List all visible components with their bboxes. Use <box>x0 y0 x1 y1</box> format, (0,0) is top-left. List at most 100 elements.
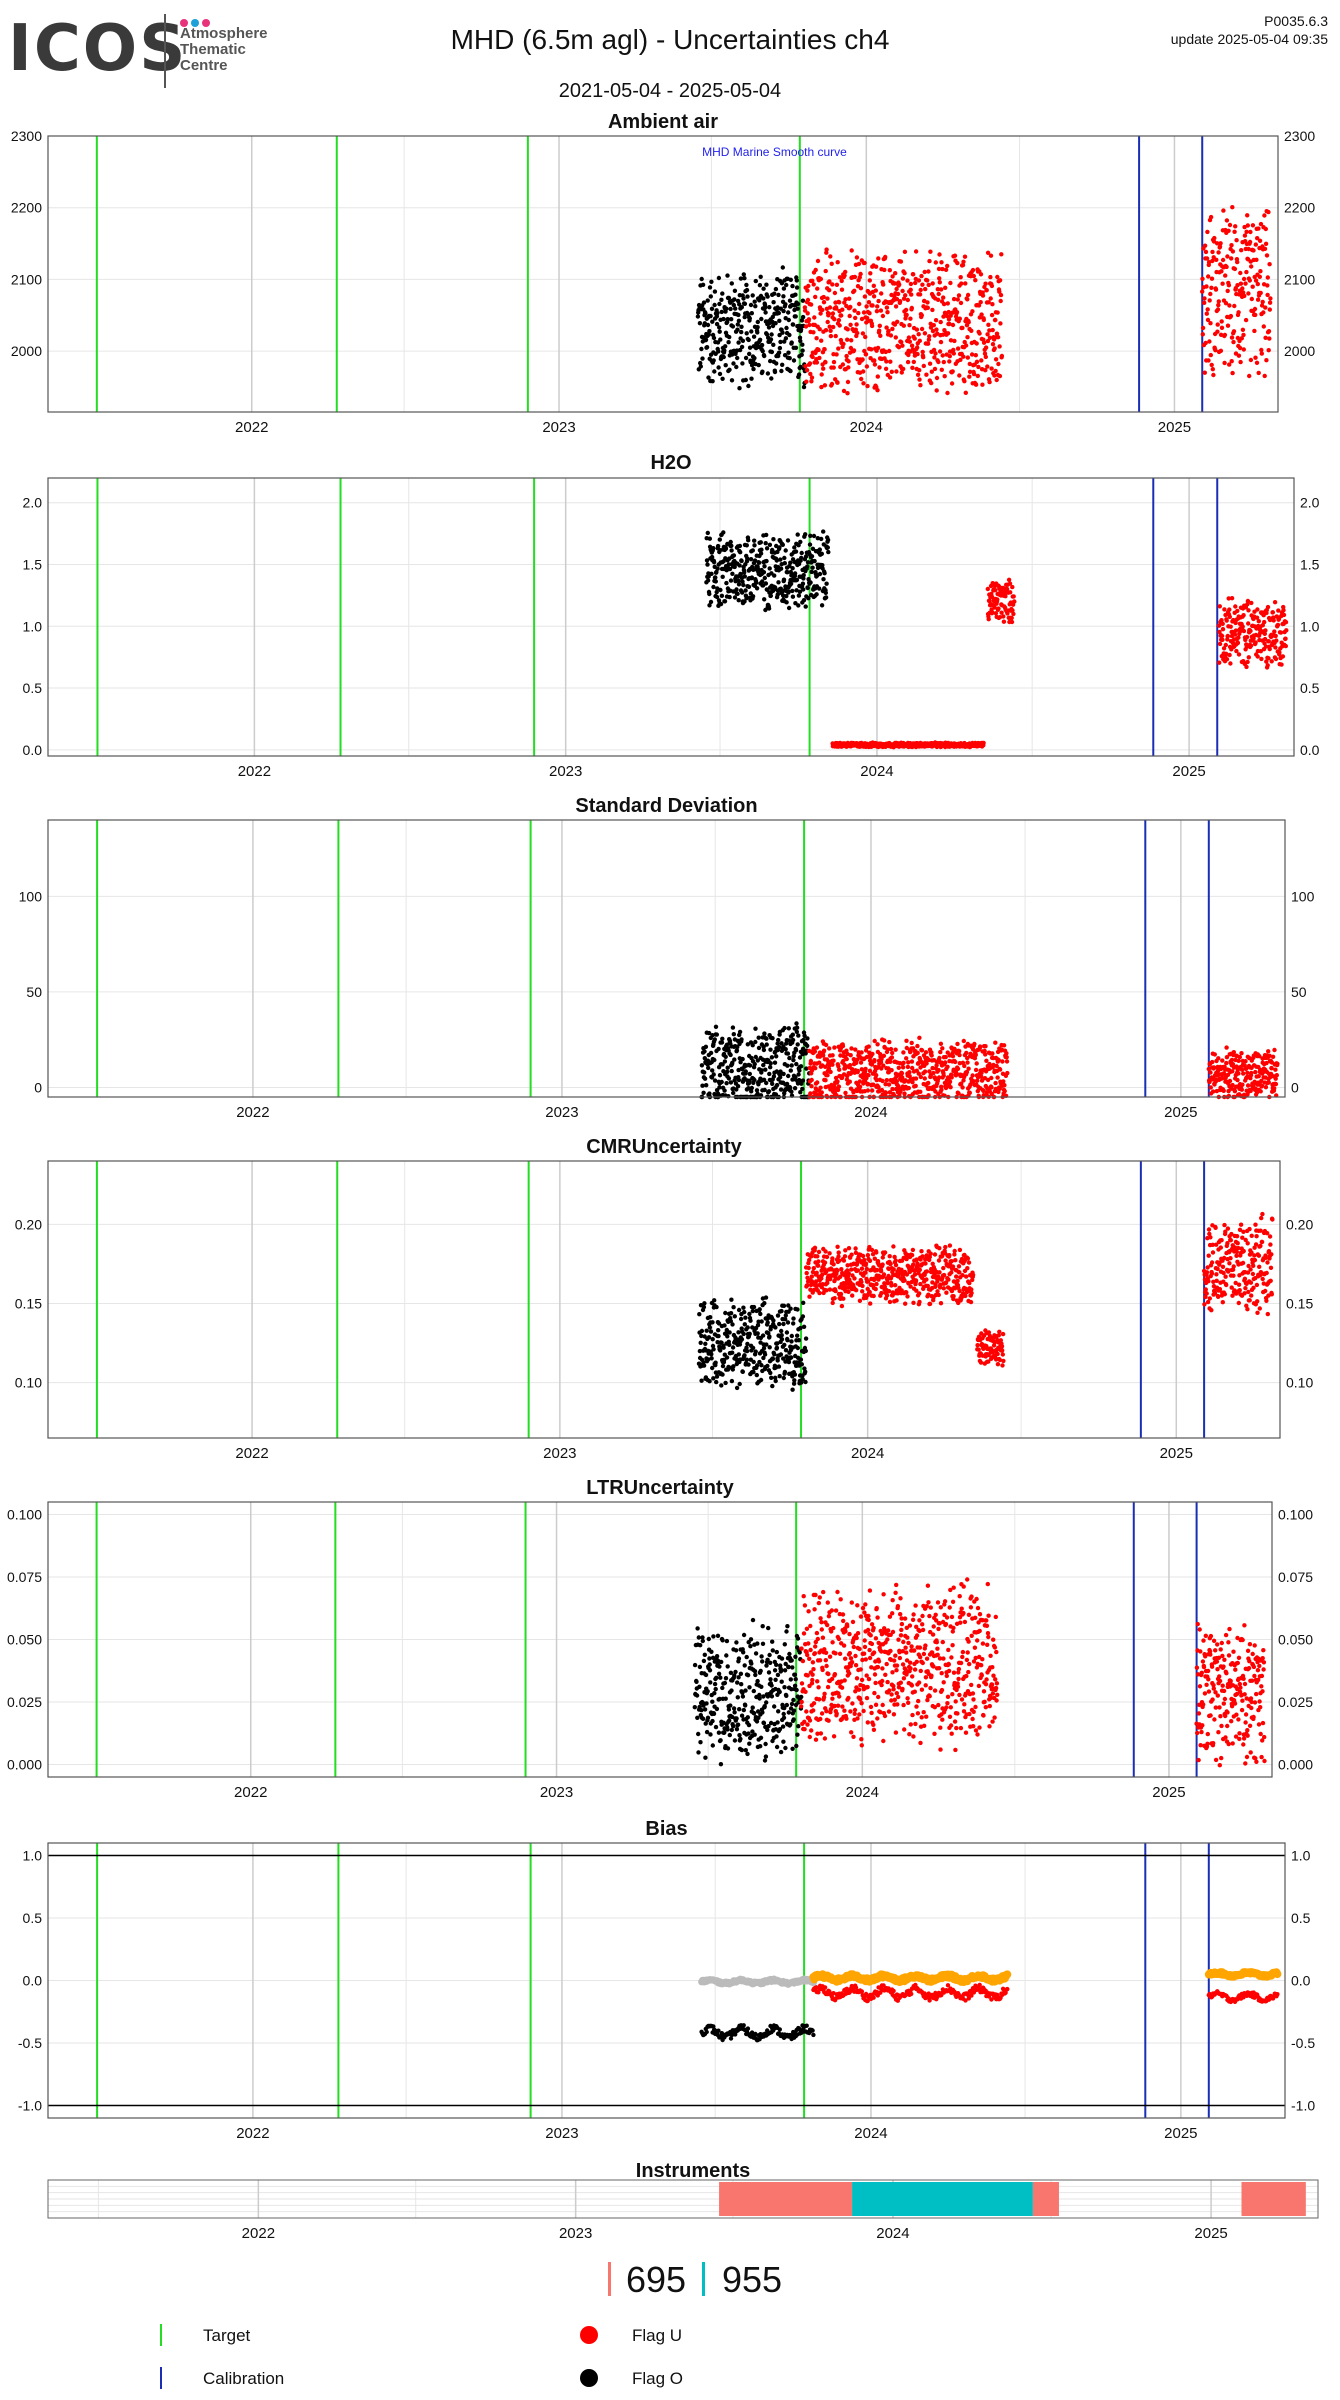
data-point-flag-u <box>925 300 930 305</box>
data-point-flag-u <box>827 1251 832 1256</box>
data-point-flag-u <box>902 271 907 276</box>
data-point-flag-u <box>832 1045 837 1050</box>
data-point-flag-o <box>805 560 811 565</box>
data-point-flag-u <box>922 331 928 336</box>
data-point-flag-o <box>786 1026 791 1031</box>
data-point-flag-u <box>872 1038 877 1044</box>
data-point-flag-u <box>1283 643 1289 649</box>
data-point-flag-o <box>726 1094 731 1099</box>
data-point-flag-o <box>796 593 802 598</box>
data-point-flag-u <box>1004 1055 1009 1060</box>
data-point-flag-u <box>1223 273 1228 278</box>
data-point-flag-o <box>738 1316 744 1322</box>
data-point-flag-u <box>969 352 975 357</box>
data-point-flag-u <box>961 259 966 264</box>
data-point-flag-o <box>798 1064 804 1069</box>
data-point-flag-u <box>900 343 905 348</box>
data-point-flag-u <box>880 1078 885 1084</box>
data-point-flag-u <box>871 1293 876 1299</box>
data-point-flag-u <box>819 338 824 343</box>
data-point-flag-o <box>759 342 765 348</box>
data-point-flag-u <box>970 1073 975 1078</box>
data-point-flag-o <box>790 322 796 327</box>
data-point-flag-o <box>788 1306 793 1311</box>
data-point-flag-o <box>805 1043 810 1049</box>
data-point-flag-o <box>728 1052 733 1058</box>
data-point-flag-u <box>869 347 874 352</box>
data-point-flag-u <box>882 267 887 273</box>
data-point-flag-u <box>983 368 988 373</box>
data-point-flag-u <box>936 1067 941 1073</box>
data-point-flag-o <box>782 1025 787 1031</box>
data-point-flag-u <box>981 317 986 323</box>
data-point-flag-u <box>925 341 931 346</box>
data-point-flag-o <box>744 1357 749 1362</box>
data-point-flag-u <box>816 1249 822 1255</box>
data-point-flag-o <box>772 291 777 296</box>
data-point-flag-u <box>993 317 998 323</box>
data-point-flag-u <box>988 296 993 301</box>
data-point-flag-u <box>1238 270 1243 276</box>
data-point-flag-o <box>746 383 751 389</box>
data-point-flag-u <box>1262 373 1267 379</box>
data-point-flag-u <box>913 1278 919 1283</box>
data-point-flag-o <box>722 1323 727 1328</box>
data-point-flag-u <box>811 282 816 287</box>
data-point-flag-o <box>777 1321 782 1327</box>
data-point-flag-u <box>817 327 822 332</box>
data-point-flag-u <box>915 372 921 377</box>
data-point-flag-u <box>1258 269 1263 274</box>
data-point-flag-o <box>781 294 786 299</box>
data-point-flag-o <box>732 297 737 302</box>
data-point-flag-u <box>810 278 815 283</box>
data-point-flag-u <box>836 318 842 323</box>
data-point-flag-u <box>1224 1060 1229 1066</box>
data-point-flag-o <box>715 543 721 549</box>
data-point-flag-u <box>868 271 873 276</box>
data-point-flag-o <box>781 1321 786 1327</box>
data-point-flag-o <box>779 1333 784 1338</box>
data-point-flag-o <box>737 386 742 391</box>
data-point-flag-u <box>948 1085 953 1090</box>
data-point-flag-u <box>970 309 975 314</box>
data-point-flag-u <box>1204 311 1210 316</box>
data-point-flag-u <box>944 1290 949 1295</box>
data-point-flag-u <box>1233 604 1238 609</box>
data-point-flag-u <box>905 278 910 283</box>
data-point-flag-u <box>870 303 875 308</box>
data-point-flag-u <box>1217 660 1222 665</box>
data-point-flag-u <box>831 1058 836 1063</box>
data-point-flag-u <box>1210 367 1216 372</box>
y-tick-label-right: 2.0 <box>1300 495 1320 511</box>
data-point-flag-u <box>891 1267 896 1272</box>
logo-dots-icon <box>180 14 220 27</box>
data-point-flag-u <box>857 1084 863 1090</box>
data-point-flag-o <box>737 347 743 353</box>
data-point-flag-o <box>723 1380 728 1386</box>
data-point-flag-o <box>757 283 763 288</box>
data-point-flag-u <box>829 261 834 266</box>
data-point-flag-u <box>845 391 850 396</box>
data-point-flag-u <box>993 1040 998 1045</box>
data-point-flag-o <box>739 558 744 564</box>
data-point-flag-u <box>859 1266 865 1271</box>
data-point-flag-u <box>1241 628 1247 634</box>
data-point-flag-o <box>756 560 762 565</box>
data-point-flag-u <box>1264 358 1269 363</box>
data-point-flag-o <box>774 361 779 366</box>
data-point-flag-u <box>823 1078 828 1083</box>
data-point-flag-u <box>989 312 995 318</box>
data-point-flag-u <box>1011 594 1016 599</box>
data-point-flag-o <box>755 1331 760 1336</box>
data-point-flag-u <box>839 1267 844 1272</box>
data-point-flag-o <box>782 561 787 566</box>
data-point-flag-u <box>915 1050 920 1056</box>
data-point-flag-o <box>731 1032 736 1037</box>
data-point-flag-o <box>814 592 819 597</box>
data-point-flag-o <box>780 542 785 547</box>
data-point-flag-u <box>848 1053 853 1058</box>
data-point-flag-o <box>792 1372 798 1377</box>
data-point-flag-u <box>886 1082 892 1087</box>
data-point-flag-o <box>796 543 801 548</box>
data-point-flag-u <box>808 1091 813 1096</box>
